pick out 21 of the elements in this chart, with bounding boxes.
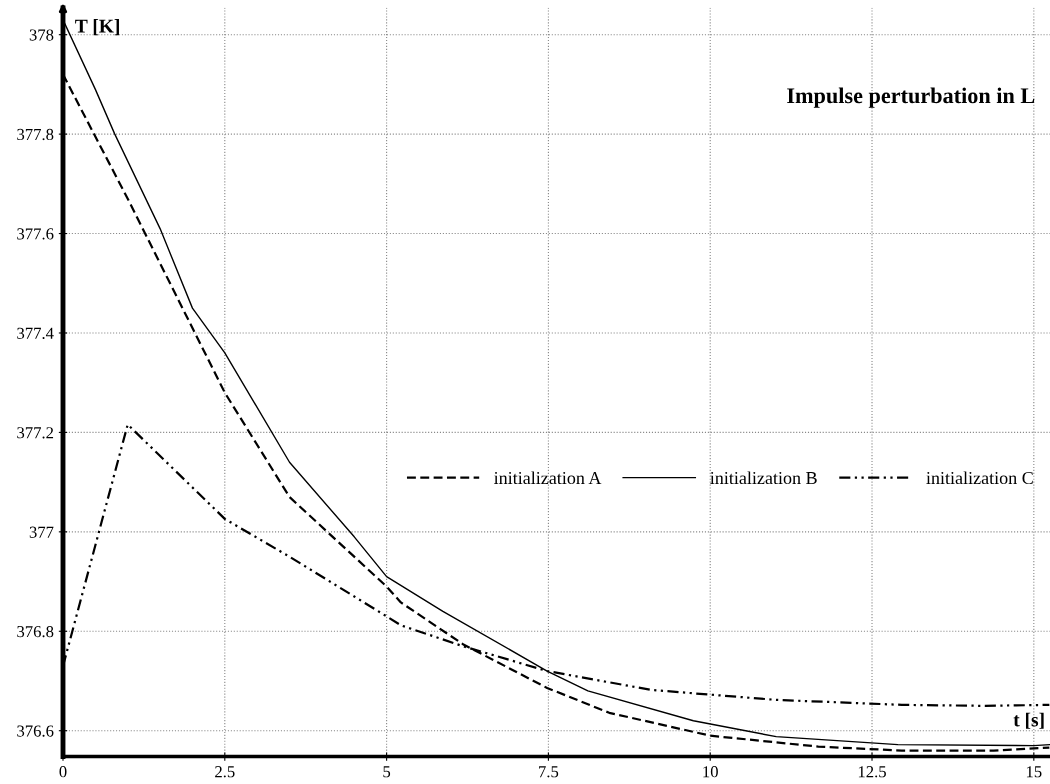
y-tick-label: 377.4: [17, 327, 54, 339]
legend-label: initialization C: [926, 471, 1033, 485]
x-tick-label: 5: [383, 766, 391, 778]
y-tick-label: 377.2: [17, 427, 54, 439]
y-tick-label: 377.8: [17, 128, 54, 141]
legend-label: initialization A: [494, 471, 602, 485]
y-tick-label: 377.6: [17, 228, 54, 240]
y-tick-label: 378: [29, 29, 54, 41]
y-tick-label: 376.6: [17, 725, 54, 737]
y-tick-label: 377: [29, 526, 54, 538]
text: Impulse perturbation in L: [787, 87, 1035, 108]
x-tick-label: 0: [59, 766, 67, 778]
y-axis-title: T [K]: [75, 19, 119, 36]
y-tick-label: 376.8: [17, 625, 54, 638]
x-tick-label: 15: [1026, 766, 1042, 778]
x-tick-label: 2.5: [215, 766, 235, 778]
x-tick-label: 7.5: [539, 766, 559, 778]
x-axis-title: t [s]: [1013, 712, 1044, 729]
legend-label: initialization B: [710, 471, 817, 485]
x-tick-label: 10: [703, 766, 718, 778]
x-tick-label: 12.5: [858, 766, 886, 778]
